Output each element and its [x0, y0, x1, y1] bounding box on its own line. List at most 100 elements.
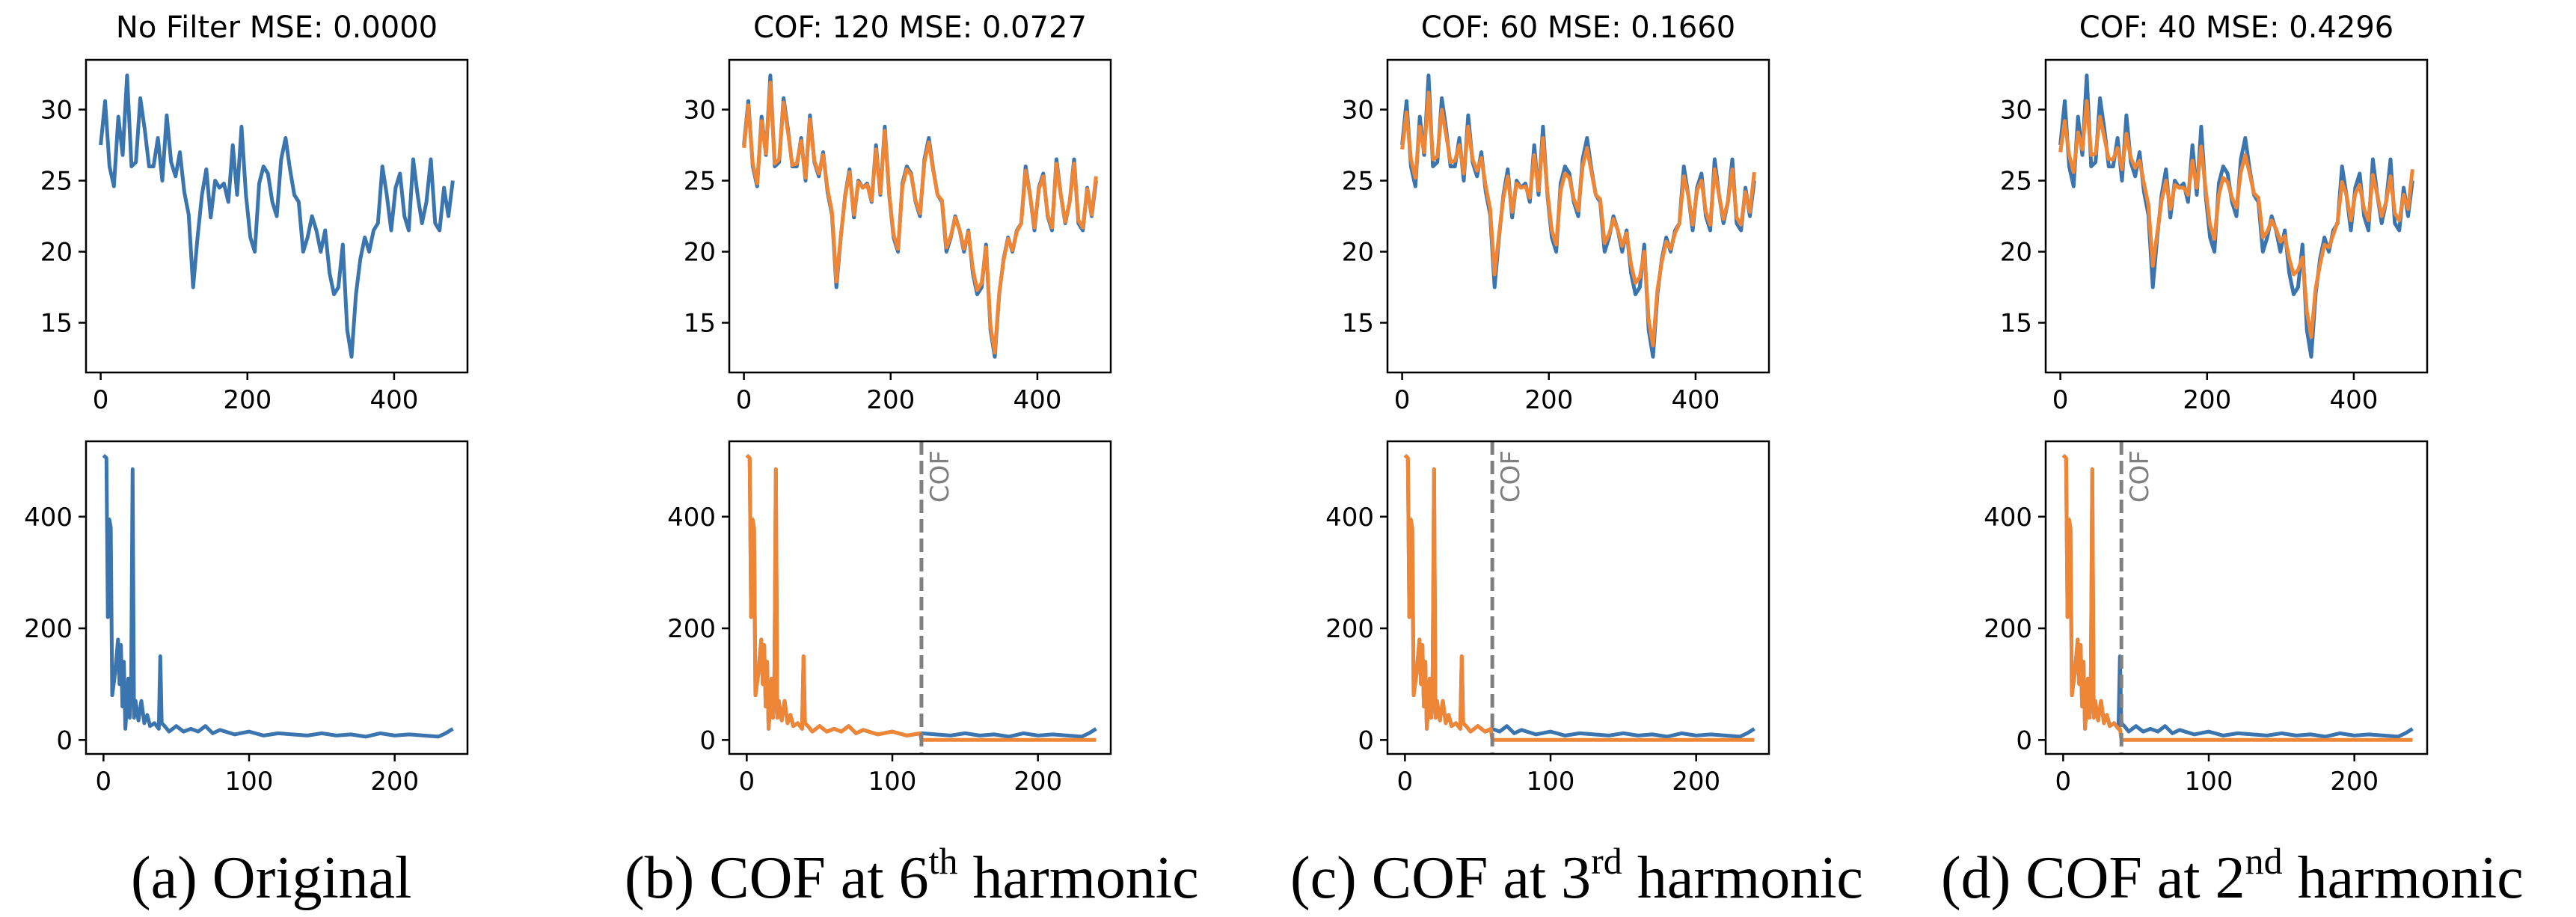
- series-line-filtered: [1403, 453, 1755, 742]
- subplot-a-freq: 0 100 200 0 200 400: [24, 440, 469, 797]
- subplot-c-freq: COF 0 100 200 0 200 400: [1325, 440, 1770, 797]
- y-tick-label: 25: [2000, 167, 2032, 197]
- y-tick-label: 25: [1342, 167, 1374, 197]
- y-tick-label: 0: [699, 726, 716, 755]
- caption-suffix: harmonic: [958, 845, 1199, 911]
- x-tick-label: 400: [1671, 385, 1720, 415]
- subplot-d-time: COF: 40 MSE: 0.4296 0 200 400 15 20 25 30: [2000, 10, 2429, 415]
- y-tick-label: 30: [40, 96, 73, 126]
- subplot-b-freq: COF 0 100 200 0 200 400: [667, 440, 1112, 797]
- y-tick-label: 20: [40, 238, 73, 268]
- y-tick-label: 30: [2000, 96, 2032, 126]
- x-tick-label: 100: [2185, 767, 2233, 797]
- cof-marker-label: COF: [1496, 450, 1526, 503]
- x-tick-label: 200: [2183, 385, 2231, 415]
- y-tick-label: 400: [24, 503, 73, 533]
- subplot-a-time: No Filter MSE: 0.0000 0 200 400 15 20 25 30: [40, 10, 469, 415]
- x-tick-label: 400: [369, 385, 418, 415]
- caption-prefix: (d): [1941, 845, 2011, 911]
- y-tick-label: 400: [1984, 503, 2032, 533]
- axes-frame: [1386, 440, 1770, 755]
- x-tick-label: 0: [736, 385, 752, 415]
- x-tick-label: 0: [1397, 767, 1414, 797]
- y-tick-label: 15: [40, 309, 73, 339]
- y-tick-label: 30: [684, 96, 716, 126]
- subplot-title: COF: 120 MSE: 0.0727: [753, 10, 1087, 45]
- caption-text: COF at 6: [709, 845, 928, 911]
- axes-frame: [728, 58, 1112, 374]
- subplot-c-time: COF: 60 MSE: 0.1660 0 200 400 15 20 25 30: [1342, 10, 1770, 415]
- y-tick-label: 25: [40, 167, 73, 197]
- x-tick-label: 0: [2055, 767, 2072, 797]
- subfigure-caption: (a) Original: [131, 845, 411, 911]
- y-tick-label: 0: [2016, 726, 2032, 755]
- y-tick-label: 15: [684, 309, 716, 339]
- y-tick-label: 200: [1325, 614, 1374, 644]
- x-tick-label: 200: [1013, 767, 1062, 797]
- caption-prefix: (c): [1290, 845, 1357, 911]
- axes-frame: [85, 440, 469, 755]
- caption-text: Original: [212, 845, 412, 911]
- x-tick-label: 200: [866, 385, 915, 415]
- x-tick-label: 400: [1013, 385, 1061, 415]
- axes-frame: [728, 440, 1112, 755]
- y-tick-label: 15: [2000, 309, 2032, 339]
- subplot-title: COF: 60 MSE: 0.1660: [1421, 10, 1735, 45]
- subplot-title: COF: 40 MSE: 0.4296: [2079, 10, 2393, 45]
- y-tick-label: 20: [1342, 238, 1374, 268]
- series-line-original: [742, 73, 1098, 359]
- series-line-original: [2061, 453, 2414, 739]
- subplot-title: No Filter MSE: 0.0000: [116, 10, 438, 45]
- series-line-original: [102, 453, 454, 739]
- series-line-original: [2058, 73, 2414, 359]
- subfigure-caption: (d) COF at 2nd harmonic: [1941, 840, 2524, 911]
- series-line-original: [99, 73, 455, 359]
- series-line-filtered: [2058, 99, 2414, 339]
- subfigure-caption: (b) COF at 6th harmonic: [625, 840, 1199, 911]
- x-tick-label: 0: [93, 385, 109, 415]
- x-tick-label: 0: [2052, 385, 2069, 415]
- x-tick-label: 0: [1394, 385, 1411, 415]
- y-tick-label: 400: [667, 503, 716, 533]
- axes-frame: [85, 58, 469, 374]
- caption-prefix: (a): [131, 845, 197, 911]
- series-line-filtered: [745, 453, 1097, 742]
- x-tick-label: 200: [370, 767, 419, 797]
- y-tick-label: 20: [2000, 238, 2032, 268]
- y-tick-label: 15: [1342, 309, 1374, 339]
- series-line-filtered: [1400, 91, 1756, 348]
- axes-frame: [2044, 58, 2429, 374]
- caption-superscript: th: [929, 840, 958, 882]
- x-tick-label: 400: [2329, 385, 2378, 415]
- x-tick-label: 200: [223, 385, 272, 415]
- x-tick-label: 100: [868, 767, 917, 797]
- x-tick-label: 0: [96, 767, 112, 797]
- caption-text: COF at 3: [1372, 845, 1591, 911]
- y-tick-label: 30: [1342, 96, 1374, 126]
- subfigure-caption: (c) COF at 3rd harmonic: [1290, 840, 1863, 911]
- y-tick-label: 20: [684, 238, 716, 268]
- cof-marker-label: COF: [2125, 450, 2155, 503]
- caption-superscript: rd: [1591, 840, 1622, 882]
- y-tick-label: 200: [1984, 614, 2032, 644]
- x-tick-label: 0: [739, 767, 755, 797]
- y-tick-label: 25: [684, 167, 716, 197]
- axes-frame: [1386, 58, 1770, 374]
- y-tick-label: 400: [1325, 503, 1374, 533]
- x-tick-label: 100: [1527, 767, 1575, 797]
- y-tick-label: 200: [667, 614, 716, 644]
- subplot-d-freq: COF 0 100 200 0 200 400: [1984, 440, 2429, 797]
- cof-marker-label: COF: [925, 450, 955, 503]
- y-tick-label: 0: [1358, 726, 1374, 755]
- y-tick-label: 0: [56, 726, 73, 755]
- y-tick-label: 200: [24, 614, 73, 644]
- caption-prefix: (b): [625, 845, 694, 911]
- caption-suffix: harmonic: [1622, 845, 1863, 911]
- subplot-b-time: COF: 120 MSE: 0.0727 0 200 400 15 20 25 30: [684, 10, 1112, 415]
- x-tick-label: 200: [1672, 767, 1720, 797]
- axes-frame: [2044, 440, 2429, 755]
- caption-suffix: harmonic: [2283, 845, 2524, 911]
- x-tick-label: 200: [1524, 385, 1573, 415]
- caption-superscript: nd: [2245, 840, 2283, 882]
